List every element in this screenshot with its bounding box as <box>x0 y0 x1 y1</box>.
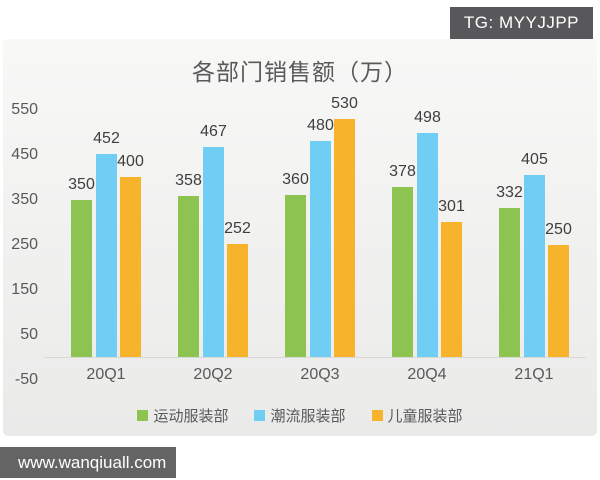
legend-label: 潮流服装部 <box>270 408 346 425</box>
telegram-badge: TG: MYYJJPP <box>449 7 593 39</box>
legend-label: 运动服装部 <box>153 408 229 425</box>
x-category-label: 20Q4 <box>407 366 447 383</box>
bar-value-label: 467 <box>200 122 227 140</box>
bar-value-label: 358 <box>175 171 202 189</box>
bar-运动服装部-20Q1 <box>71 199 92 357</box>
bar-value-label: 250 <box>545 220 572 238</box>
bar-儿童服装部-20Q3 <box>334 118 355 357</box>
bar-潮流服装部-20Q4 <box>417 132 438 357</box>
bar-value-label: 301 <box>438 197 465 215</box>
bar-value-label: 378 <box>389 162 416 180</box>
x-axis-line <box>44 357 586 358</box>
bar-潮流服装部-20Q2 <box>203 146 224 357</box>
bar-儿童服装部-21Q1 <box>548 244 569 357</box>
bar-value-label: 400 <box>117 153 144 170</box>
bar-运动服装部-21Q1 <box>499 207 520 357</box>
bar-value-label: 360 <box>282 171 309 188</box>
y-tick-label: 450 <box>11 145 38 163</box>
bar-value-label: 405 <box>521 150 548 168</box>
y-tick-label: 350 <box>11 190 38 208</box>
y-tick-label: -50 <box>14 370 38 388</box>
bar-运动服装部-20Q3 <box>285 195 306 357</box>
chart-legend: 运动服装部 潮流服装部 儿童服装部 <box>0 405 600 426</box>
bar-潮流服装部-20Q1 <box>96 153 117 357</box>
bar-儿童服装部-20Q4 <box>441 221 462 357</box>
y-tick-label: 50 <box>20 325 38 343</box>
x-category-label: 20Q3 <box>300 366 340 383</box>
bar-value-label: 452 <box>93 129 120 147</box>
bar-潮流服装部-21Q1 <box>524 174 545 357</box>
chart-title: 各部门销售额（万） <box>192 59 408 85</box>
bar-value-label: 480 <box>307 117 334 134</box>
bar-value-label: 498 <box>414 108 441 126</box>
legend-item: 运动服装部 <box>137 405 228 426</box>
x-category-label: 21Q1 <box>514 366 554 383</box>
legend-swatch-icon <box>371 410 383 421</box>
bar-value-label: 350 <box>68 175 95 193</box>
bar-value-label: 252 <box>224 219 251 237</box>
bar-运动服装部-20Q2 <box>178 195 199 357</box>
legend-item: 潮流服装部 <box>254 405 346 426</box>
bar-潮流服装部-20Q3 <box>310 141 331 357</box>
legend-swatch-icon <box>137 410 149 421</box>
y-tick-label: 250 <box>11 235 38 253</box>
y-tick-label: 550 <box>11 100 38 118</box>
bar-儿童服装部-20Q1 <box>120 177 141 357</box>
x-category-label: 20Q2 <box>193 366 233 383</box>
watermark-banner: www.wanqiuall.com <box>0 447 176 478</box>
bar-儿童服装部-20Q2 <box>227 243 248 357</box>
x-category-label: 20Q1 <box>86 366 126 383</box>
legend-item: 儿童服装部 <box>371 405 463 426</box>
bar-运动服装部-20Q4 <box>392 186 413 357</box>
y-tick-label: 150 <box>11 280 38 298</box>
legend-swatch-icon <box>254 410 266 421</box>
legend-label: 儿童服装部 <box>387 408 463 425</box>
bar-value-label: 530 <box>331 94 358 112</box>
bar-value-label: 332 <box>496 183 523 201</box>
